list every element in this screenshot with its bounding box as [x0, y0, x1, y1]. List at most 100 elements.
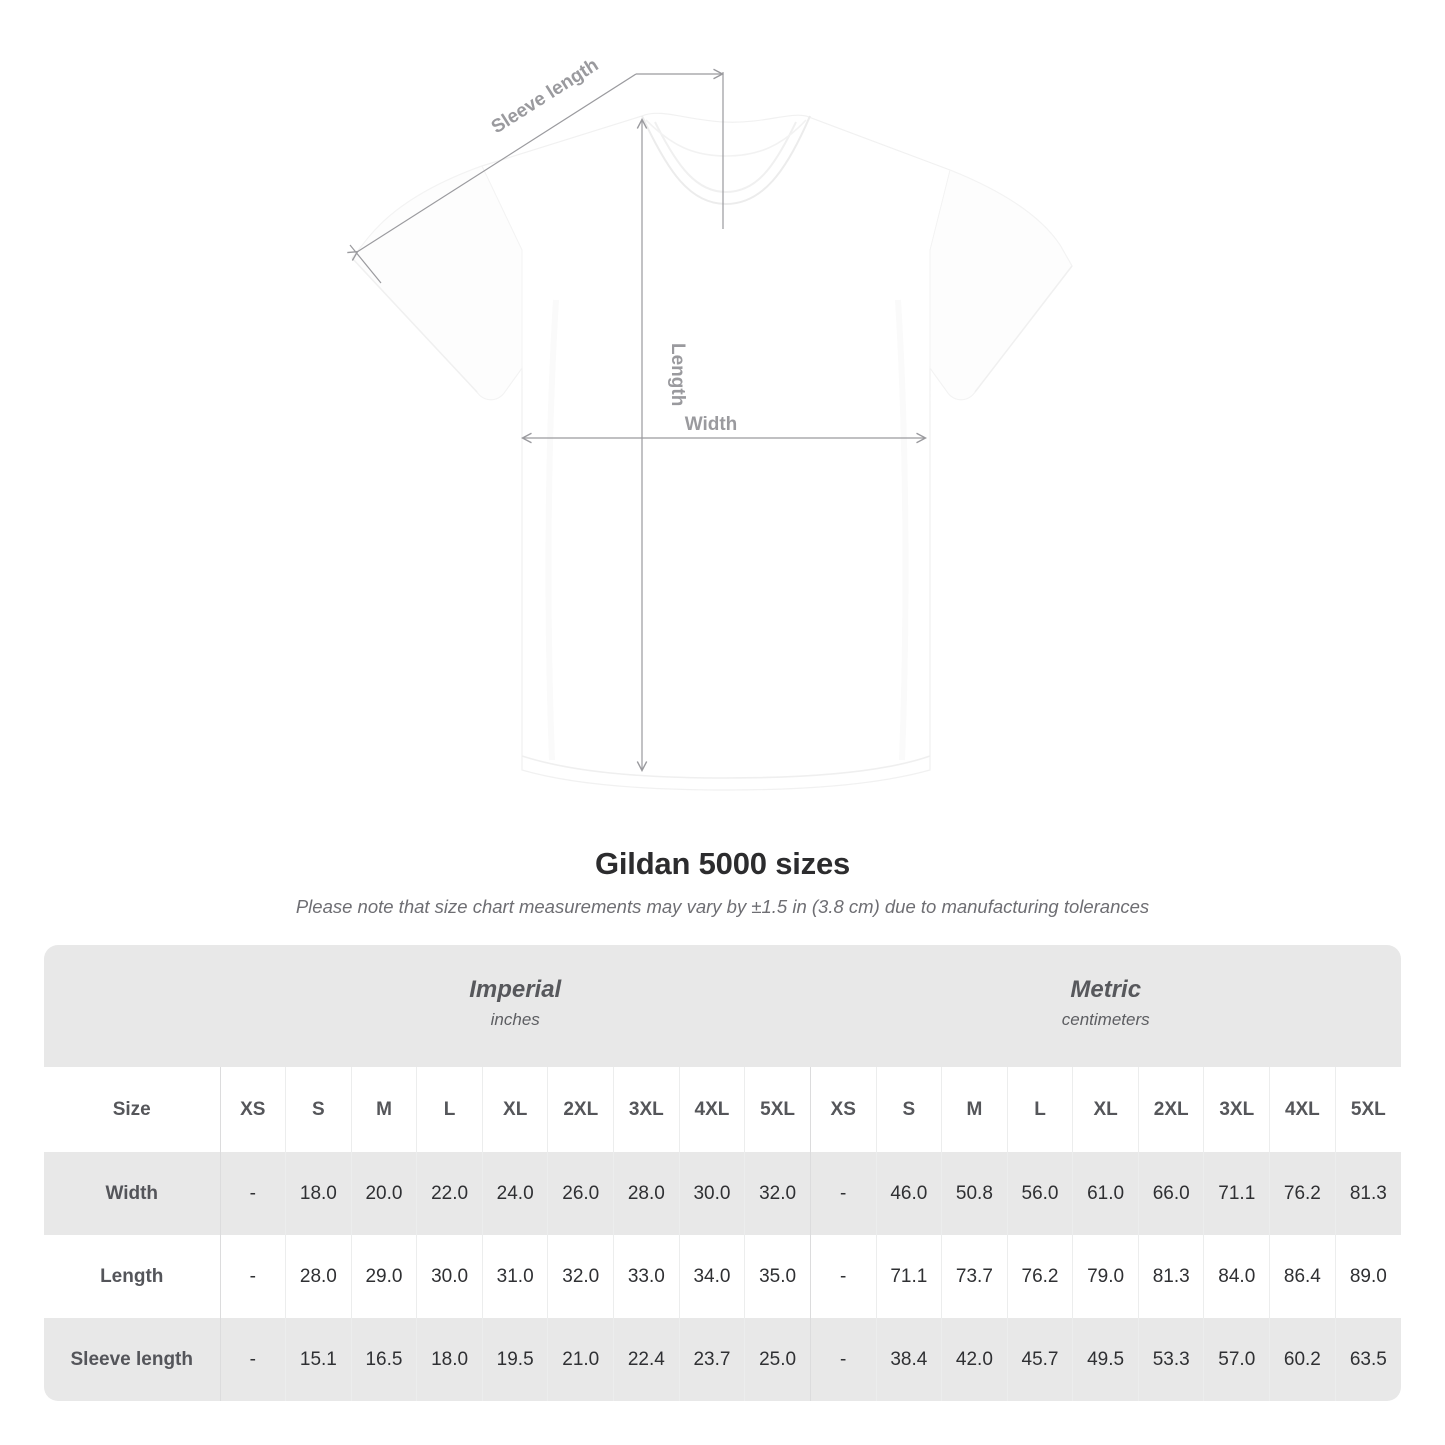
- size-header-cell: L: [416, 1067, 483, 1152]
- unit-sub-metric: centimeters: [1061, 1010, 1150, 1030]
- size-header-cell: S: [875, 1067, 942, 1152]
- unit-name-metric: Metric: [1070, 976, 1142, 1004]
- measurement-cell: 50.8: [941, 1152, 1008, 1235]
- size-header-cell: L: [1006, 1067, 1073, 1152]
- tshirt-measurement-svg: Sleeve length Length Width: [0, 55, 1073, 791]
- measurement-cell: 81.3: [1137, 1235, 1204, 1318]
- size-header-cell: 2XL: [547, 1067, 614, 1152]
- measurement-cell: 32.0: [547, 1235, 614, 1318]
- size-header-cell: M: [350, 1067, 417, 1152]
- unit-name-imperial: Imperial: [469, 976, 562, 1004]
- measurement-cell: 35.0: [744, 1235, 811, 1318]
- measurement-cell: 30.0: [678, 1152, 745, 1235]
- measurement-cell: -: [219, 1235, 286, 1318]
- size-header-cell: M: [941, 1067, 1008, 1152]
- measurement-cell: 79.0: [1072, 1235, 1139, 1318]
- measurement-cell: 20.0: [350, 1152, 417, 1235]
- size-header-cell: 4XL: [678, 1067, 745, 1152]
- sleeve-hem-tick: [349, 244, 382, 284]
- measurement-cell: 34.0: [678, 1235, 745, 1318]
- measurement-cell: 28.0: [613, 1152, 680, 1235]
- tshirt-bottom-hem: [521, 755, 931, 779]
- size-header-cell: 5XL: [744, 1067, 811, 1152]
- unit-sub-imperial: inches: [490, 1010, 540, 1030]
- tshirt-left-sleeve-hem: [351, 257, 478, 393]
- measurement-cell: 60.2: [1269, 1318, 1336, 1401]
- measurement-cell: 24.0: [481, 1152, 548, 1235]
- size-header-label: Size: [44, 1067, 220, 1152]
- measurement-cell: 18.0: [416, 1318, 483, 1401]
- size-header-cell: 3XL: [613, 1067, 680, 1152]
- size-header-cell: XS: [809, 1067, 877, 1152]
- tshirt-right-sleeve-shade: [929, 169, 1073, 401]
- measurement-cell: 31.0: [481, 1235, 548, 1318]
- measurement-cell: -: [219, 1152, 286, 1235]
- measurement-cell: 84.0: [1203, 1235, 1270, 1318]
- measurement-cell: 76.2: [1269, 1152, 1336, 1235]
- size-header-cell: 4XL: [1269, 1067, 1336, 1152]
- measurement-cell: 81.3: [1334, 1152, 1401, 1235]
- measurement-cell: 21.0: [547, 1318, 614, 1401]
- table-row: Sleeve length -15.1 16.5 18.0 19.5 21.0 22.4 23…: [44, 1318, 1401, 1401]
- tshirt-fold-right: [895, 299, 909, 761]
- measurement-cell: -: [219, 1318, 286, 1401]
- measurement-cell: -: [809, 1235, 877, 1318]
- row-label-cell: Sleeve length: [44, 1318, 220, 1401]
- measurement-cell: 86.4: [1269, 1235, 1336, 1318]
- tshirt-fold-left: [545, 299, 559, 761]
- tshirt-illustration: [351, 112, 1073, 791]
- tshirt-left-sleeve-shade: [351, 165, 523, 401]
- measurement-cell: 28.0: [285, 1235, 352, 1318]
- size-header-cell: XS: [219, 1067, 286, 1152]
- sleeve-length-label: Sleeve length: [488, 55, 603, 139]
- measurement-cell: 42.0: [941, 1318, 1008, 1401]
- measurement-cell: 49.5: [1072, 1318, 1139, 1401]
- measurement-cell: -: [809, 1152, 877, 1235]
- measurement-cell: 30.0: [416, 1235, 483, 1318]
- measurement-cell: 19.5: [481, 1318, 548, 1401]
- size-header-row: Size XS S M L XL 2XL 3XL 4XL 5XL XS S M L XL 2XL 3XL 4XL…: [44, 1067, 1401, 1152]
- measurement-cell: 73.7: [941, 1235, 1008, 1318]
- unit-header-metric: Metric centimeters: [810, 945, 1401, 1067]
- size-chart-table-wrap: Imperial inches Metric centimeters Size …: [44, 945, 1401, 1401]
- unit-header-row: Imperial inches Metric centimeters: [44, 945, 1401, 1067]
- measurement-cell: 57.0: [1203, 1318, 1270, 1401]
- measurement-cell: -: [809, 1318, 877, 1401]
- tshirt-diagram-region: Sleeve length Length Width: [0, 55, 1073, 791]
- measurement-cell: 71.1: [875, 1235, 942, 1318]
- size-header-cell: XL: [481, 1067, 548, 1152]
- size-chart-table: Imperial inches Metric centimeters Size …: [44, 945, 1401, 1401]
- table-row: Width -18.0 20.0 22.0 24.0 26.0 28.0 30.0 32.0-4…: [44, 1152, 1401, 1235]
- tshirt-right-sleeve-hem: [974, 265, 1073, 393]
- tshirt-neck-band: [645, 119, 807, 157]
- tshirt-collar-outer: [641, 115, 811, 206]
- measurement-cell: 29.0: [350, 1235, 417, 1318]
- measurement-cell: 45.7: [1006, 1318, 1073, 1401]
- measurement-cell: 38.4: [875, 1318, 942, 1401]
- size-header-cell: S: [285, 1067, 352, 1152]
- measurement-cell: 66.0: [1137, 1152, 1204, 1235]
- measurement-cell: 76.2: [1006, 1235, 1073, 1318]
- table-head: Imperial inches Metric centimeters Size …: [44, 945, 1401, 1152]
- measurement-cell: 61.0: [1072, 1152, 1139, 1235]
- measurement-cell: 18.0: [285, 1152, 352, 1235]
- measurement-cell: 25.0: [744, 1318, 811, 1401]
- measurement-cell: 71.1: [1203, 1152, 1270, 1235]
- sleeve-arrow-diagonal: [357, 73, 637, 252]
- measurement-cell: 46.0: [875, 1152, 942, 1235]
- measurement-cell: 63.5: [1334, 1318, 1401, 1401]
- size-header-cell: 5XL: [1334, 1067, 1401, 1152]
- tshirt-collar-inner: [654, 121, 797, 194]
- page-subtitle: Please note that size chart measurements…: [295, 896, 1150, 917]
- measurement-cell: 22.4: [613, 1318, 680, 1401]
- measurement-cell: 23.7: [678, 1318, 745, 1401]
- table-row: Length -28.0 29.0 30.0 31.0 32.0 33.0 34.0 35.0-…: [44, 1235, 1401, 1318]
- unit-header-imperial: Imperial inches: [220, 945, 811, 1067]
- measurement-cell: 53.3: [1137, 1318, 1204, 1401]
- row-label-cell: Length: [44, 1235, 220, 1318]
- measurement-cell: 15.1: [285, 1318, 352, 1401]
- measurement-cell: 16.5: [350, 1318, 417, 1401]
- page-title: Gildan 5000 sizes: [594, 846, 851, 881]
- size-header-cell: 2XL: [1137, 1067, 1204, 1152]
- width-label: Width: [685, 414, 738, 435]
